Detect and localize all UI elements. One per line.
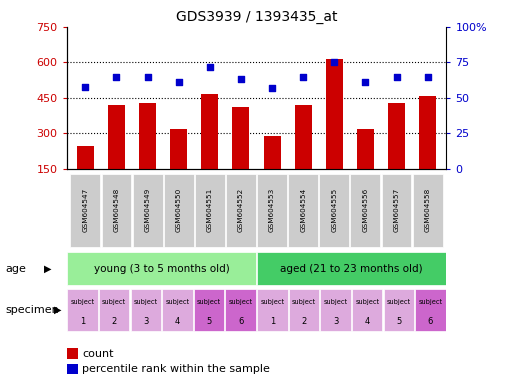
FancyBboxPatch shape	[133, 174, 163, 247]
Point	[174, 79, 183, 85]
Text: 4: 4	[365, 317, 370, 326]
Text: GSM604552: GSM604552	[238, 188, 244, 232]
Bar	[294, 105, 312, 169]
FancyBboxPatch shape	[289, 289, 319, 331]
Point	[206, 64, 214, 70]
Text: GSM604558: GSM604558	[425, 188, 430, 232]
Point	[81, 83, 89, 89]
FancyBboxPatch shape	[99, 289, 129, 331]
FancyBboxPatch shape	[67, 289, 97, 331]
FancyBboxPatch shape	[412, 174, 443, 247]
Text: 4: 4	[175, 317, 180, 326]
Point	[299, 74, 307, 80]
Text: subject: subject	[292, 299, 316, 305]
Text: 5: 5	[396, 317, 402, 326]
Point	[424, 74, 432, 80]
FancyBboxPatch shape	[102, 174, 131, 247]
Text: specimen: specimen	[5, 305, 59, 315]
Point	[112, 74, 121, 80]
Bar	[139, 103, 156, 169]
Text: GSM604556: GSM604556	[362, 188, 368, 232]
Bar	[357, 129, 374, 169]
Text: 3: 3	[143, 317, 148, 326]
Point	[144, 74, 152, 80]
Text: 1: 1	[270, 317, 275, 326]
Title: GDS3939 / 1393435_at: GDS3939 / 1393435_at	[176, 10, 337, 25]
Bar	[108, 104, 125, 169]
Bar	[67, 348, 78, 359]
Text: subject: subject	[197, 299, 221, 305]
Text: GSM604547: GSM604547	[83, 188, 88, 232]
Text: 6: 6	[238, 317, 243, 326]
Text: GSM604549: GSM604549	[145, 188, 151, 232]
Text: GSM604550: GSM604550	[176, 188, 182, 232]
Text: GSM604553: GSM604553	[269, 188, 275, 232]
Text: 2: 2	[111, 317, 117, 326]
FancyBboxPatch shape	[164, 174, 193, 247]
FancyBboxPatch shape	[416, 289, 446, 331]
Text: ▶: ▶	[54, 305, 62, 315]
Text: subject: subject	[324, 299, 348, 305]
Text: subject: subject	[387, 299, 411, 305]
FancyBboxPatch shape	[226, 174, 256, 247]
Text: 2: 2	[301, 317, 307, 326]
Point	[237, 76, 245, 83]
Bar	[67, 364, 78, 374]
Text: GSM604551: GSM604551	[207, 188, 213, 232]
FancyBboxPatch shape	[70, 174, 101, 247]
Text: GSM604555: GSM604555	[331, 188, 337, 232]
Text: subject: subject	[419, 299, 443, 305]
Bar	[419, 96, 436, 169]
Bar	[232, 108, 249, 169]
Text: 3: 3	[333, 317, 338, 326]
Bar	[264, 136, 281, 169]
Text: percentile rank within the sample: percentile rank within the sample	[82, 364, 270, 374]
Text: aged (21 to 23 months old): aged (21 to 23 months old)	[280, 264, 423, 274]
Text: subject: subject	[134, 299, 158, 305]
FancyBboxPatch shape	[257, 289, 287, 331]
FancyBboxPatch shape	[352, 289, 382, 331]
Text: count: count	[82, 349, 113, 359]
Text: GSM604548: GSM604548	[113, 188, 120, 232]
FancyBboxPatch shape	[382, 174, 411, 247]
FancyBboxPatch shape	[194, 289, 224, 331]
FancyBboxPatch shape	[384, 289, 414, 331]
Point	[392, 74, 401, 80]
FancyBboxPatch shape	[257, 252, 446, 285]
Bar	[201, 94, 219, 169]
Text: young (3 to 5 months old): young (3 to 5 months old)	[94, 264, 229, 274]
Text: GSM604554: GSM604554	[300, 188, 306, 232]
Text: age: age	[5, 264, 26, 274]
FancyBboxPatch shape	[321, 289, 351, 331]
Text: subject: subject	[165, 299, 189, 305]
FancyBboxPatch shape	[67, 252, 256, 285]
Text: subject: subject	[102, 299, 126, 305]
FancyBboxPatch shape	[131, 289, 161, 331]
Text: subject: subject	[355, 299, 379, 305]
Text: 5: 5	[206, 317, 212, 326]
FancyBboxPatch shape	[162, 289, 192, 331]
Text: GSM604557: GSM604557	[393, 188, 400, 232]
Bar	[77, 146, 94, 169]
Bar	[170, 129, 187, 169]
FancyBboxPatch shape	[288, 174, 318, 247]
Bar	[388, 103, 405, 169]
FancyBboxPatch shape	[226, 289, 256, 331]
Point	[330, 59, 339, 65]
Point	[361, 79, 369, 85]
Text: subject: subject	[70, 299, 94, 305]
Text: subject: subject	[229, 299, 253, 305]
Text: 1: 1	[80, 317, 85, 326]
FancyBboxPatch shape	[195, 174, 225, 247]
Bar	[326, 59, 343, 169]
Text: subject: subject	[260, 299, 284, 305]
Text: ▶: ▶	[44, 264, 51, 274]
FancyBboxPatch shape	[350, 174, 380, 247]
Text: 6: 6	[428, 317, 433, 326]
FancyBboxPatch shape	[320, 174, 349, 247]
FancyBboxPatch shape	[257, 174, 287, 247]
Point	[268, 85, 276, 91]
